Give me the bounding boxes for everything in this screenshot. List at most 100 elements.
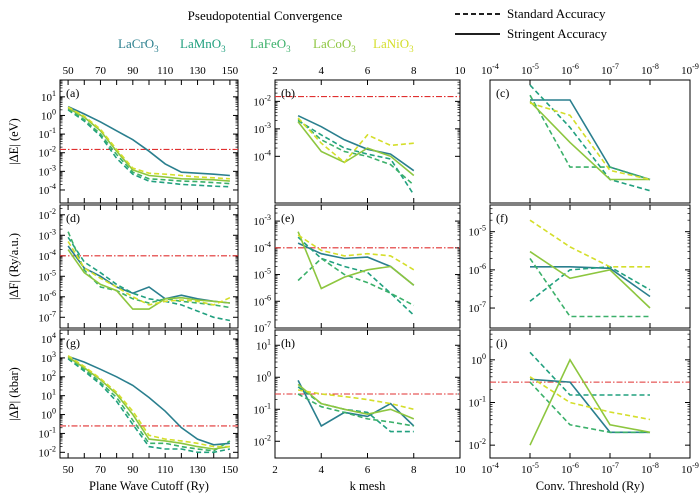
- series-line-lafeo3: [67, 357, 231, 452]
- y-tick-label: 10-4: [253, 240, 271, 255]
- material-legend: LaCrO3 LaMnO3 LaFeO3 LaCoO3 LaNiO3: [118, 36, 414, 54]
- plot-frame: [489, 204, 691, 329]
- figure-title: Pseudopotential Convergence: [188, 8, 343, 23]
- plot-frame: [59, 79, 239, 204]
- series-line-lacoo3: [67, 249, 230, 310]
- y-tick-label: 10-6: [468, 262, 486, 277]
- panel-e: 10-7 10-6 10-5 10-4 10-3 (e): [253, 204, 461, 335]
- y-tick-label: 10-2: [253, 93, 271, 108]
- y-tick-label: 10-7: [38, 309, 56, 324]
- y-tick-label: 10-4: [253, 148, 271, 163]
- panel-label: (f): [496, 211, 508, 225]
- panel-g: 10-2 10-1 100 101 102 103 104 50 70 90 110 130 150 (g…: [38, 329, 239, 476]
- panel-label: (h): [281, 336, 295, 350]
- panel-label: (c): [496, 86, 509, 100]
- panel-h: 10-2 10-1 100 101 2 4 6 8 10 (h): [253, 329, 467, 476]
- y-tick-label: 10-1: [38, 126, 56, 141]
- series-line-lamno3: [297, 236, 415, 316]
- y-tick-label: 10-4: [38, 248, 56, 263]
- top-tick-label: 4: [319, 65, 325, 77]
- x-axis-label: k mesh: [350, 479, 387, 493]
- series-line-lacro3: [297, 114, 415, 172]
- plot-frame: [489, 329, 691, 459]
- y-tick-label: 10-1: [253, 401, 271, 416]
- y-tick-label: 10-5: [38, 268, 56, 283]
- y-tick-label: 102: [41, 369, 56, 384]
- top-tick-label: 6: [365, 65, 371, 77]
- top-tick-label: 10-8: [641, 62, 659, 77]
- y-tick-label: 10-2: [253, 433, 271, 448]
- top-tick-label: 10-4: [481, 62, 499, 77]
- y-tick-label: 10-7: [468, 300, 486, 315]
- x-axis-label: Conv. Threshold (Ry): [536, 479, 645, 493]
- y-tick-label: 10-3: [253, 213, 271, 228]
- bottom-tick-label: 10-8: [641, 461, 659, 476]
- series-line-lacro3: [297, 380, 415, 428]
- bottom-tick-label: 10-6: [561, 461, 579, 476]
- top-tick-label: 130: [189, 65, 206, 77]
- y-tick-label: 10-1: [468, 394, 486, 409]
- top-tick-label: 90: [127, 65, 139, 77]
- bottom-tick-label: 4: [319, 464, 325, 476]
- series-line-lamno3: [529, 351, 650, 396]
- top-tick-label: 10-6: [561, 62, 579, 77]
- series-line-lacoo3: [297, 121, 415, 177]
- series-line-lafeo3: [529, 257, 650, 318]
- bottom-tick-label: 6: [365, 464, 371, 476]
- top-tick-label: 8: [411, 65, 417, 77]
- y-tick-label: 10-2: [468, 437, 486, 452]
- series-line-lanio3: [67, 241, 231, 306]
- top-tick-label: 150: [222, 65, 239, 77]
- series-line-lafeo3: [529, 94, 651, 181]
- series-line-lacro3: [67, 105, 230, 177]
- series-line-lanio3: [529, 376, 651, 421]
- panel-f: 10-7 10-6 10-5 (f): [468, 204, 691, 329]
- y-tick-label: 10-2: [38, 145, 56, 160]
- bottom-tick-label: 90: [127, 464, 139, 476]
- series-line-lanio3: [297, 117, 414, 164]
- series-line-lafeo3: [297, 257, 415, 307]
- panel-a: 10-4 10-3 10-2 10-1 100 101 50 70 90 110 130 150 (a): [38, 65, 239, 204]
- y-tick-label: 10-1: [38, 425, 56, 440]
- top-tick-label: 10-7: [601, 62, 619, 77]
- y-tick-label: 10-2: [38, 444, 56, 459]
- top-tick-label: 110: [157, 65, 174, 77]
- series-line-lanio3: [297, 234, 415, 271]
- top-tick-label: 70: [95, 65, 107, 77]
- bottom-tick-label: 70: [95, 464, 107, 476]
- style-legend-label: Standard Accuracy: [507, 6, 606, 21]
- y-axis-label: |ΔP| (kbar): [7, 367, 21, 421]
- line-style-legend: Standard Accuracy Stringent Accuracy: [455, 6, 607, 41]
- bottom-tick-label: 10-4: [481, 461, 499, 476]
- series-line-lanio3: [67, 355, 230, 448]
- material-legend-label: LaCoO3: [313, 36, 356, 54]
- panel-c: 10-4 10-5 10-6 10-7 10-8 10-9 (c): [481, 62, 699, 204]
- bottom-tick-label: 130: [189, 464, 206, 476]
- series-line-lafeo3: [67, 231, 231, 309]
- y-axis-label: |ΔE| (eV): [7, 118, 21, 165]
- series-line-lacoo3: [529, 250, 651, 309]
- series-line-lamno3: [67, 358, 231, 454]
- series-line-lamno3: [297, 386, 414, 433]
- panel-label: (b): [281, 86, 295, 100]
- series-line-lamno3: [67, 236, 231, 322]
- bottom-tick-label: 10-5: [521, 461, 539, 476]
- y-tick-label: 10-6: [253, 293, 271, 308]
- plot-frame: [489, 79, 691, 204]
- bottom-tick-label: 50: [63, 464, 75, 476]
- bottom-tick-label: 10-9: [681, 461, 699, 476]
- material-legend-label: LaNiO3: [373, 36, 414, 54]
- series-line-lacro3: [67, 355, 230, 446]
- y-tick-label: 10-5: [253, 267, 271, 282]
- bottom-tick-label: 10: [455, 464, 467, 476]
- panel-label: (i): [496, 336, 507, 350]
- panel-label: (e): [281, 211, 294, 225]
- y-tick-label: 101: [41, 388, 56, 403]
- y-tick-label: 10-3: [38, 163, 56, 178]
- series-line-lacoo3: [67, 356, 231, 450]
- plot-frame: [274, 204, 461, 329]
- series-line-lanio3: [297, 389, 414, 411]
- series-line-lafeo3: [297, 118, 415, 186]
